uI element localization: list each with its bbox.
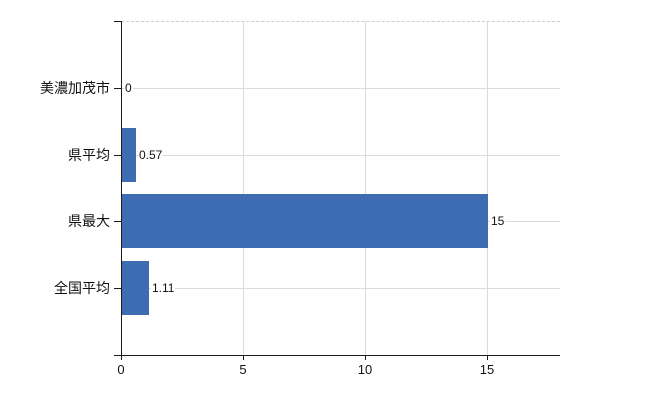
category-gridline — [121, 88, 560, 89]
y-axis-tick — [114, 288, 121, 289]
value-label: 15 — [490, 214, 506, 228]
value-label: 0 — [124, 81, 133, 95]
category-label: 全国平均 — [54, 280, 110, 296]
x-tick-label: 10 — [357, 362, 373, 377]
category-label: 県平均 — [68, 147, 110, 163]
x-tick-label: 15 — [479, 362, 495, 377]
y-axis-tick — [114, 88, 121, 89]
plot-top-border — [121, 21, 560, 22]
y-axis-line — [121, 21, 122, 355]
x-gridline — [242, 21, 244, 355]
x-axis-tick — [121, 355, 122, 360]
x-gridline — [486, 21, 488, 355]
x-axis-tick — [365, 355, 366, 360]
y-axis-tick — [114, 221, 121, 222]
x-axis-line — [114, 355, 560, 356]
category-label: 県最大 — [68, 213, 110, 229]
y-axis-tick — [114, 155, 121, 156]
x-tick-label: 0 — [117, 362, 125, 377]
bar — [122, 128, 136, 182]
value-label: 1.11 — [151, 281, 176, 295]
bar — [122, 194, 488, 248]
x-tick-label: 5 — [239, 362, 247, 377]
category-gridline — [121, 155, 560, 156]
category-gridline — [121, 288, 560, 289]
value-label: 0.57 — [138, 148, 164, 162]
y-axis-top-tick — [114, 21, 121, 22]
category-label: 美濃加茂市 — [40, 80, 110, 96]
x-axis-tick — [487, 355, 488, 360]
x-gridline — [364, 21, 366, 355]
x-axis-tick — [243, 355, 244, 360]
bar — [122, 261, 149, 315]
